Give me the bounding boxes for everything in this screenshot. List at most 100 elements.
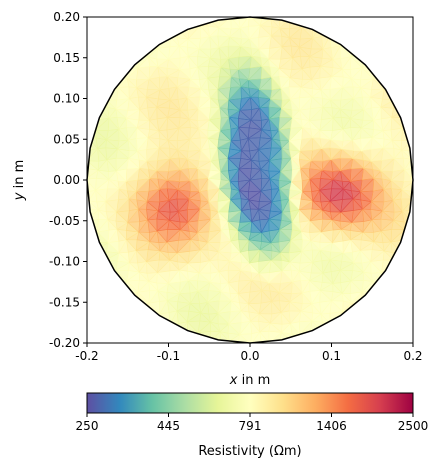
colorbar-tick-label: 445 <box>157 419 180 433</box>
mesh-cell <box>322 330 334 343</box>
y-tick-label: 0.05 <box>53 132 80 146</box>
mesh-cell <box>301 17 313 28</box>
mesh-cell <box>390 76 403 88</box>
mesh-cell <box>238 6 251 15</box>
mesh-cell <box>300 17 312 18</box>
mesh-cell <box>370 48 383 58</box>
colorbar-label: Resistivity (Ωm) <box>198 444 301 459</box>
mesh-cell <box>291 6 301 16</box>
mesh-cell <box>381 282 393 293</box>
colorbar-ticks: 250 445 791 1406 2500 <box>76 413 429 433</box>
mesh-cell <box>126 302 138 313</box>
mesh-cell <box>414 179 423 192</box>
mesh-cell <box>278 340 293 343</box>
mesh-cell <box>372 56 383 68</box>
plot-area: -0.2 -0.1 0.0 0.1 0.2 0.20 0.15 0.10 0.05 0.00 -0… <box>49 5 423 363</box>
mesh-cell <box>329 323 342 334</box>
mesh-cell <box>87 239 97 251</box>
mesh-cell <box>125 291 139 304</box>
mesh-cell <box>155 330 170 343</box>
mesh-cell <box>403 96 413 111</box>
mesh-cell <box>87 96 100 108</box>
mesh-cell <box>98 271 110 285</box>
mesh-cell <box>352 37 365 49</box>
mesh-cell <box>280 5 293 16</box>
mesh-cell <box>207 17 222 20</box>
colorbar-tick-label: 1406 <box>316 419 347 433</box>
y-tick-label: -0.20 <box>49 336 80 350</box>
y-tick-label: 0.00 <box>53 173 80 187</box>
mesh-cell <box>412 167 413 182</box>
mesh-cell <box>300 17 311 18</box>
mesh-cell <box>339 36 355 47</box>
y-tick-label: -0.05 <box>49 214 80 228</box>
mesh-cell <box>87 230 88 241</box>
mesh-cell <box>390 75 402 89</box>
mesh-cell <box>410 208 413 223</box>
mesh-cell <box>319 17 333 29</box>
mesh-cell <box>126 45 140 58</box>
y-tick-label: 0.10 <box>53 92 80 106</box>
mesh-cell <box>301 343 309 351</box>
mesh-cell <box>78 120 86 128</box>
mesh-cell <box>320 330 334 343</box>
mesh-cell <box>392 86 402 102</box>
mesh-cell <box>248 17 263 18</box>
mesh-cell <box>238 6 249 15</box>
mesh-cell <box>342 27 354 40</box>
x-axis-label: x in m <box>229 373 270 388</box>
mesh-cell <box>145 320 159 332</box>
mesh-cell <box>87 230 88 242</box>
y-axis-label: y in m <box>12 160 27 201</box>
mesh-cell <box>166 17 180 30</box>
mesh-cell <box>341 28 355 40</box>
mesh-cell <box>137 37 148 49</box>
mesh-cell <box>309 17 321 27</box>
mesh-cell <box>414 127 423 139</box>
mesh-cell <box>413 231 421 239</box>
x-axis-ticks: -0.2 -0.1 0.0 0.1 0.2 <box>75 343 423 363</box>
mesh-cell <box>372 290 385 304</box>
mesh-cell <box>401 261 413 271</box>
mesh-cell <box>249 8 261 16</box>
mesh-cell <box>400 250 413 264</box>
mesh-cell <box>179 333 190 343</box>
mesh-cell <box>238 17 250 29</box>
x-tick-label: 0.0 <box>240 349 259 363</box>
mesh-cell <box>159 17 169 29</box>
x-tick-label: -0.2 <box>75 349 98 363</box>
mesh-cell <box>115 56 128 70</box>
mesh-cell <box>393 85 403 101</box>
mesh-cell <box>360 302 374 315</box>
mesh-cell <box>189 342 200 343</box>
mesh-cell <box>415 233 423 241</box>
mesh-cell <box>108 282 119 294</box>
mesh-cell <box>145 26 161 38</box>
mesh-cell <box>187 332 199 343</box>
mesh-cell <box>87 240 97 251</box>
mesh-cell <box>381 65 393 78</box>
mesh-cell <box>117 68 128 80</box>
mesh-cell <box>319 17 334 27</box>
mesh-cell <box>403 109 413 120</box>
mesh-cell <box>87 160 88 169</box>
mesh-cell <box>392 269 404 285</box>
mesh-cell <box>329 322 342 334</box>
mesh-cell <box>97 272 110 284</box>
mesh-cell <box>352 311 363 323</box>
mesh-cell <box>401 97 413 111</box>
mesh-cell <box>158 26 171 38</box>
mesh-cell <box>190 8 198 16</box>
mesh-cell <box>167 331 181 343</box>
mesh-cell <box>350 302 362 313</box>
colorbar-tick-label: 2500 <box>398 419 429 433</box>
x-tick-label: 0.1 <box>322 349 341 363</box>
mesh-cell <box>330 17 345 30</box>
mesh-cell <box>208 344 221 355</box>
mesh-cell <box>261 342 272 343</box>
mesh-cell <box>393 259 404 272</box>
mesh-cell <box>107 282 119 295</box>
y-tick-label: 0.15 <box>53 51 80 65</box>
mesh-cell <box>268 342 280 343</box>
mesh-cell <box>87 231 98 243</box>
